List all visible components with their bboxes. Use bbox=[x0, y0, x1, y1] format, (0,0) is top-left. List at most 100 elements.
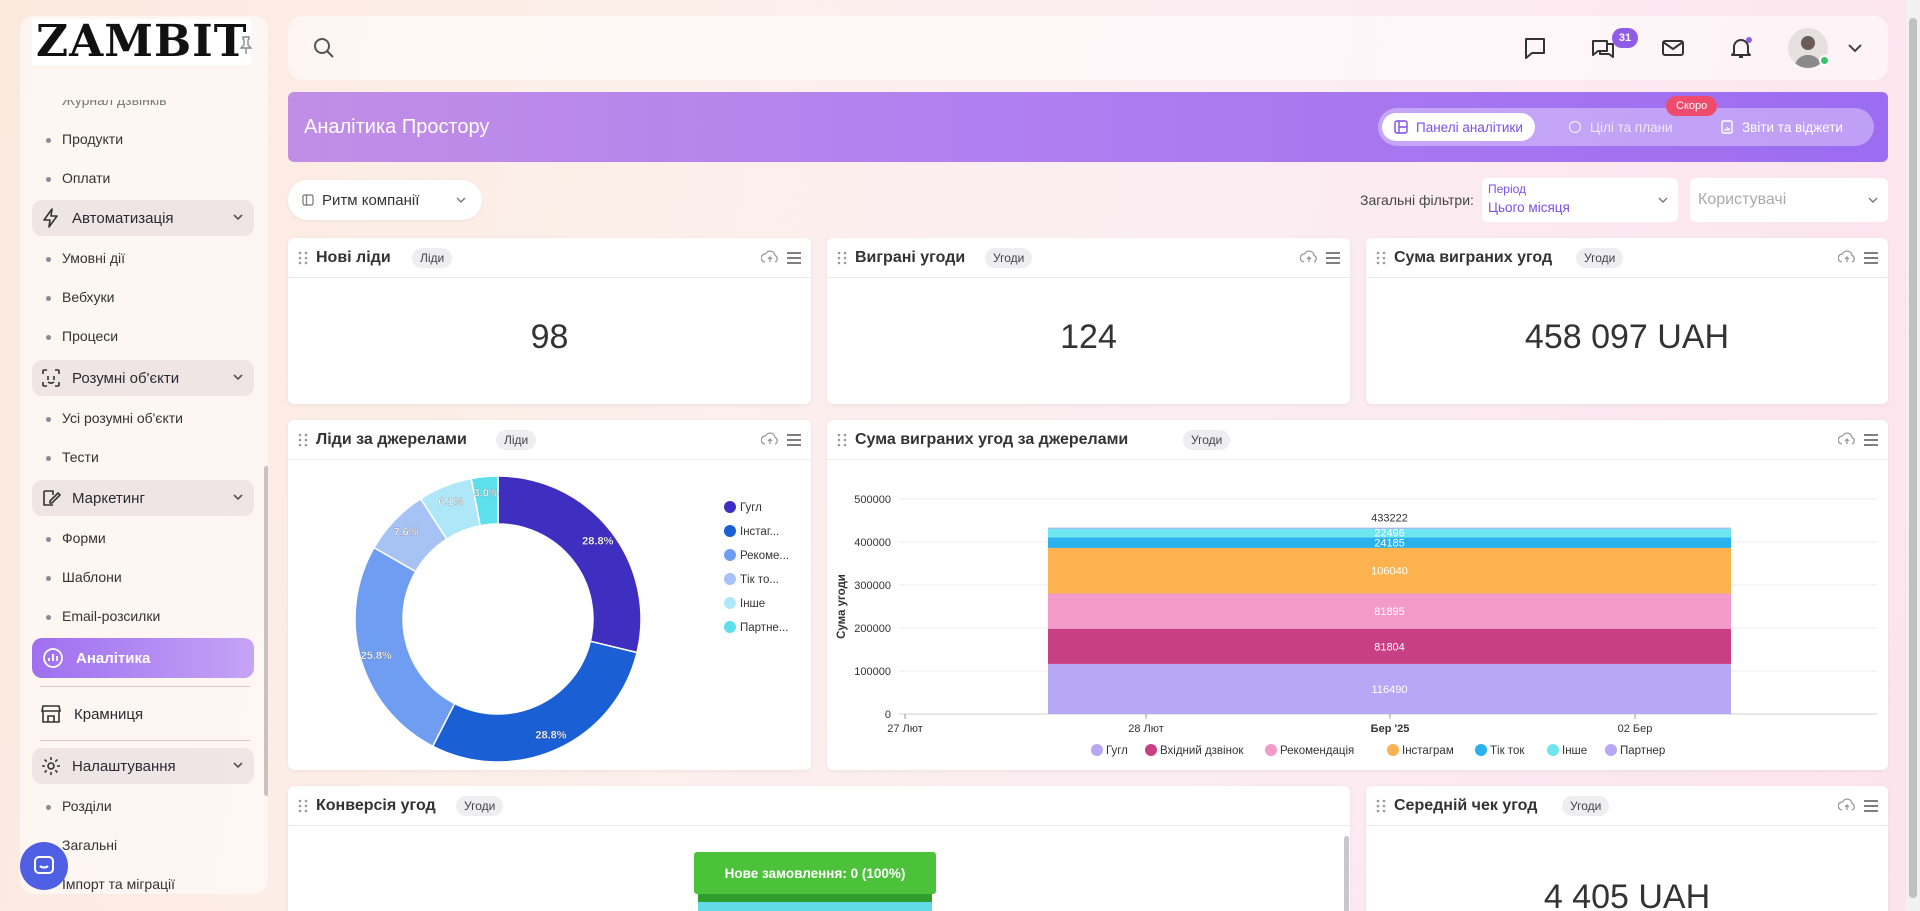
donut-slice[interactable] bbox=[470, 475, 499, 527]
drag-handle-icon[interactable] bbox=[837, 251, 847, 265]
menu-icon[interactable] bbox=[785, 250, 803, 266]
donut-slice[interactable] bbox=[354, 546, 456, 748]
dashboard-select[interactable]: Ритм компанії bbox=[288, 180, 482, 220]
kpi-value: 458 097 UAH bbox=[1524, 318, 1730, 356]
users-select[interactable]: Користувачі bbox=[1690, 178, 1888, 222]
sidebar-item-webhooks[interactable]: Вебхуки bbox=[45, 289, 115, 305]
pin-icon[interactable] bbox=[238, 36, 254, 54]
sidebar-item-templates[interactable]: Шаблони bbox=[46, 569, 122, 585]
sidebar-item-all-smart-objects[interactable]: Усі розумні об'єкти bbox=[46, 410, 183, 426]
sidebar-group-automation[interactable]: Автоматизація bbox=[32, 200, 254, 236]
refresh-cloud-icon[interactable] bbox=[1838, 250, 1856, 266]
sidebar-item-products[interactable]: Продукти bbox=[45, 131, 124, 147]
sidebar-item-payments[interactable]: Оплати bbox=[45, 170, 111, 186]
search-icon[interactable] bbox=[312, 36, 336, 60]
messages-count-badge: 31 bbox=[1612, 28, 1638, 48]
donut-slice[interactable] bbox=[497, 475, 642, 654]
sidebar-item-import[interactable]: Імпорт та міграції bbox=[45, 876, 176, 892]
sidebar-item-analytics[interactable]: Аналітика bbox=[32, 638, 254, 678]
bar-segment-label: 106040 bbox=[1371, 566, 1408, 578]
bell-icon[interactable] bbox=[1728, 35, 1754, 61]
menu-icon[interactable] bbox=[1862, 432, 1880, 448]
sidebar-item-processes[interactable]: Процеси bbox=[45, 328, 119, 344]
entity-tag: Угоди bbox=[985, 248, 1033, 268]
bar-segment[interactable] bbox=[1048, 628, 1731, 664]
refresh-cloud-icon[interactable] bbox=[1838, 432, 1856, 448]
bar-segment[interactable] bbox=[1048, 547, 1731, 594]
tab-label: Цілі та плани bbox=[1590, 119, 1673, 135]
drag-handle-icon[interactable] bbox=[298, 799, 308, 813]
entity-tag: Угоди bbox=[1183, 430, 1231, 450]
bar-segment-label: 24185 bbox=[1374, 538, 1405, 550]
legend-label[interactable]: Гугл bbox=[740, 502, 762, 514]
bar-segment[interactable] bbox=[1048, 527, 1731, 529]
sidebar-item-email-campaigns[interactable]: Email-розсилки bbox=[45, 608, 161, 624]
sidebar-scrollbar[interactable] bbox=[264, 466, 268, 796]
menu-icon[interactable] bbox=[1324, 250, 1342, 266]
legend-label[interactable]: Інше bbox=[1562, 745, 1587, 757]
menu-icon[interactable] bbox=[785, 432, 803, 448]
legend-label[interactable]: Партне... bbox=[740, 622, 788, 634]
messages-icon[interactable] bbox=[1590, 35, 1616, 61]
topbar bbox=[288, 16, 1888, 80]
drag-handle-icon[interactable] bbox=[298, 433, 308, 447]
legend-label[interactable]: Партнер bbox=[1620, 745, 1665, 757]
store-icon bbox=[40, 703, 62, 725]
comment-icon[interactable] bbox=[1522, 35, 1548, 61]
slice-value-label: 3.0% bbox=[474, 488, 499, 500]
sidebar-item-shop[interactable]: Крамниця bbox=[32, 694, 254, 734]
avatar[interactable] bbox=[1788, 28, 1828, 68]
tab-dashboards[interactable]: Панелі аналітики bbox=[1382, 113, 1535, 141]
legend-label[interactable]: Тік ток bbox=[1490, 745, 1525, 757]
bar-total-label: 433222 bbox=[1371, 513, 1408, 525]
legend-label[interactable]: Вхідний дзвінок bbox=[1160, 745, 1244, 757]
target-icon bbox=[1568, 120, 1582, 134]
online-status-dot bbox=[1819, 55, 1830, 66]
bar-segment[interactable] bbox=[1048, 537, 1731, 548]
bar-segment[interactable] bbox=[1048, 663, 1731, 714]
legend-label[interactable]: Тік то... bbox=[740, 574, 779, 586]
legend-label[interactable]: Інстаг... bbox=[740, 526, 779, 538]
bar-segment[interactable] bbox=[1048, 527, 1731, 538]
tab-reports[interactable]: Звіти та віджети bbox=[1708, 113, 1855, 141]
legend-label[interactable]: Інстаграм bbox=[1402, 745, 1454, 757]
donut-slice[interactable] bbox=[431, 640, 638, 763]
bar-segment[interactable] bbox=[1048, 593, 1731, 629]
menu-icon[interactable] bbox=[1862, 798, 1880, 814]
sidebar-group-smart-objects[interactable]: Розумні об'єкти bbox=[32, 360, 254, 396]
sidebar-item-conditional-actions[interactable]: Умовні дії bbox=[45, 250, 126, 266]
menu-icon[interactable] bbox=[1862, 250, 1880, 266]
sidebar-group-label: Розумні об'єкти bbox=[72, 369, 180, 387]
card-title: Нові ліди bbox=[316, 249, 391, 266]
legend-label[interactable]: Рекомендація bbox=[1280, 745, 1354, 757]
sidebar-item-sections[interactable]: Розділи bbox=[46, 798, 112, 814]
refresh-cloud-icon[interactable] bbox=[761, 432, 779, 448]
card-scrollbar[interactable] bbox=[1344, 836, 1349, 911]
page-scrollbar-thumb[interactable] bbox=[1909, 18, 1917, 898]
logo[interactable]: ZAMBIT bbox=[32, 19, 252, 65]
drag-handle-icon[interactable] bbox=[1376, 799, 1386, 813]
sidebar-item-general[interactable]: Загальні bbox=[45, 837, 118, 853]
chat-widget-button[interactable] bbox=[20, 842, 68, 890]
mail-icon[interactable] bbox=[1660, 35, 1686, 61]
refresh-cloud-icon[interactable] bbox=[1300, 250, 1318, 266]
chevron-down-icon[interactable] bbox=[1846, 35, 1864, 61]
period-select[interactable]: Період Цього місяця bbox=[1482, 178, 1678, 222]
legend-label[interactable]: Гугл bbox=[1106, 745, 1128, 757]
sidebar-item-tests[interactable]: Тести bbox=[46, 449, 99, 465]
sidebar-item-call-log[interactable]: Журнал дзвінків bbox=[62, 92, 167, 108]
drag-handle-icon[interactable] bbox=[1376, 251, 1386, 265]
bar-segment-label: 116490 bbox=[1372, 684, 1408, 696]
funnel-stage-next bbox=[698, 902, 932, 911]
drag-handle-icon[interactable] bbox=[298, 251, 308, 265]
sidebar-item-forms[interactable]: Форми bbox=[46, 530, 106, 546]
refresh-cloud-icon[interactable] bbox=[1838, 798, 1856, 814]
tab-label: Панелі аналітики bbox=[1416, 119, 1523, 135]
refresh-cloud-icon[interactable] bbox=[761, 250, 779, 266]
sidebar-group-label: Автоматизація bbox=[72, 209, 174, 227]
legend-label[interactable]: Рекоме... bbox=[740, 550, 789, 562]
sidebar-group-settings[interactable]: Налаштування bbox=[32, 748, 254, 784]
legend-label[interactable]: Інше bbox=[740, 598, 765, 610]
drag-handle-icon[interactable] bbox=[837, 433, 847, 447]
sidebar-group-marketing[interactable]: Маркетинг bbox=[32, 480, 254, 516]
